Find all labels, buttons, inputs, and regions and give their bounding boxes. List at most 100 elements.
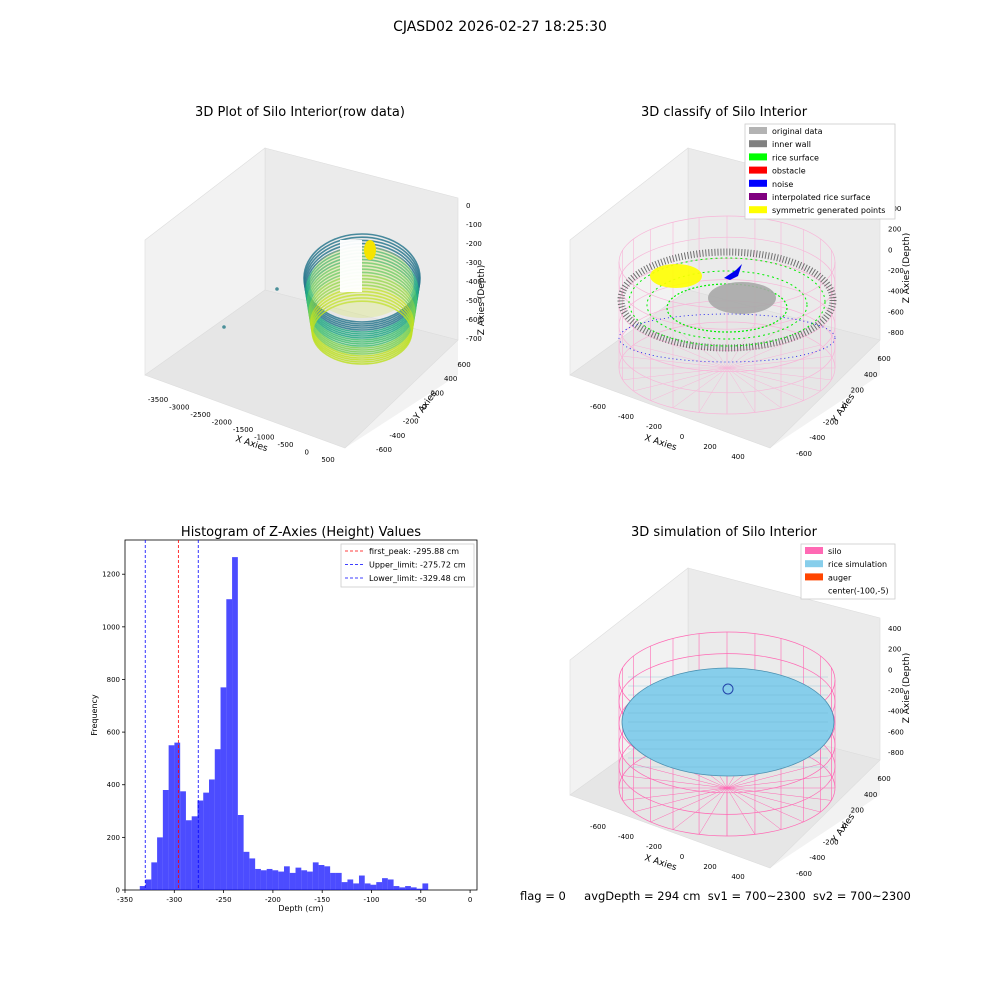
status-sv1: sv1 = 700~2300 [707, 889, 806, 903]
classify-silo-spoke [698, 323, 728, 369]
histogram-legend-frame [340, 543, 475, 588]
classify-x-ticks: -600 -400 -200 0 200 400 [590, 403, 745, 461]
classify-xlabel: X Axies [643, 433, 678, 453]
classify-legend-label: obstacle [772, 167, 806, 176]
histogram-bar [364, 883, 371, 890]
raw-depth-ring [311, 300, 413, 365]
classify-z-tick-label: -200 [888, 267, 904, 275]
raw-z-tick-label: 0 [466, 202, 470, 210]
histogram-bar [162, 790, 169, 890]
classify-rice-surface-ring [666, 283, 788, 333]
raw-z-tick-label: -500 [466, 297, 482, 305]
raw-x-ticks: -3500-3000-2500-2000-1500-1000 -500 0 500 [148, 396, 335, 464]
histogram-y-ticks: 0 200 400 600 800 1000 1200 [102, 571, 125, 895]
histogram-bar [226, 599, 233, 890]
raw-outlier-point [222, 325, 226, 329]
simulation-y-tick-label: -600 [796, 870, 812, 878]
histogram-x-ticks: -350 -300 -250 -200 -150 -100 -50 0 [117, 890, 472, 904]
classify-y-tick-label: 200 [851, 387, 864, 395]
histogram-bar [387, 879, 394, 890]
simulation-y-tick-label: -400 [809, 854, 825, 862]
histogram-bar [295, 867, 302, 890]
histogram-bar [214, 749, 221, 890]
classify-silo-spoke [726, 335, 804, 369]
histogram-bar [243, 851, 250, 890]
classify-silo-spoke [726, 367, 821, 392]
classify-x-tick-label: -400 [618, 413, 634, 421]
classify-x-tick-label: 400 [731, 453, 744, 461]
histogram-bar [197, 800, 204, 890]
simulation-z-tick-label: -400 [888, 708, 904, 716]
classify-silo-spoke [698, 367, 728, 413]
raw-x-tick-label: -1000 [254, 434, 274, 442]
simulation-x-ticks: -600 -400 -200 0 200 400 [590, 823, 745, 881]
simulation-auger [722, 683, 734, 695]
histogram-bar [203, 792, 210, 890]
simulation-z-tick-label: -200 [888, 687, 904, 695]
histogram-x-tick-label: -250 [216, 896, 232, 904]
status-line: flag = 0 avgDepth = 294 cm sv1 = 700~230… [520, 889, 911, 903]
simulation-silo-spoke [726, 787, 756, 835]
classify-silo-spoke [650, 335, 728, 369]
classify-legend-frame [744, 123, 896, 220]
histogram-bar [249, 858, 256, 890]
simulation-legend-label: silo [828, 547, 842, 556]
classify-rice-surface-ring [628, 257, 826, 347]
classify-silo-spoke [672, 327, 728, 369]
simulation-silo-spoke [698, 787, 728, 835]
histogram-bar [341, 882, 348, 890]
simulation-silo-spoke [650, 787, 728, 823]
classify-z-tick-label: -600 [888, 308, 904, 316]
histogram-bar [330, 872, 336, 890]
classify-silo-spoke [726, 367, 804, 401]
simulation-z-tick-label: 400 [888, 625, 901, 633]
raw-x-tick-label: -500 [278, 441, 294, 449]
panel-raw: 3D Plot of Silo Interior(row data) -3500… [144, 105, 487, 464]
raw-y-tick-label: 0 [422, 404, 426, 412]
histogram-bar [399, 887, 406, 890]
classify-rice-surface-ring [646, 270, 808, 340]
simulation-y-tick-label: -200 [823, 838, 839, 846]
histogram-bar [353, 883, 359, 890]
histogram-bar [272, 870, 279, 890]
simulation-z-tick-label: -600 [888, 728, 904, 736]
histogram-bar [358, 875, 365, 890]
panel-histogram: Histogram of Z-Axies (Height) Values -35… [90, 525, 478, 913]
status-avg-depth: avgDepth = 294 cm [584, 889, 701, 903]
raw-y-tick-label: -200 [403, 418, 419, 426]
simulation-silo-spoke [633, 763, 728, 789]
classify-silo-spoke [672, 367, 728, 409]
classify-silo-spoke [633, 344, 728, 369]
raw-highlight [364, 240, 376, 260]
simulation-silo-spoke [726, 763, 821, 789]
simulation-x-tick-label: 400 [731, 873, 744, 881]
classify-y-tick-label: -200 [823, 418, 839, 426]
histogram-bar [151, 862, 158, 890]
simulation-silo-spoke [726, 775, 832, 789]
histogram-bar [260, 870, 267, 890]
histogram-bar [405, 886, 411, 890]
classify-x-tick-label: -200 [646, 423, 662, 431]
classify-silo-spoke [622, 367, 728, 381]
histogram-title: Histogram of Z-Axies (Height) Values [181, 525, 421, 540]
simulation-rice-surface [621, 667, 835, 777]
histogram-y-tick-label: 1200 [102, 571, 120, 579]
raw-z-tick-label: -700 [466, 335, 482, 343]
classify-legend: original data inner wall rice surface obsta… [744, 123, 896, 220]
raw-x-tick-label: -1500 [233, 426, 253, 434]
raw-x-tick-label: -2500 [190, 411, 210, 419]
histogram-bar [255, 868, 261, 890]
histogram-bar [393, 886, 400, 890]
histogram-legend: first_peak: -295.88 cm Upper_limit: -275.… [340, 543, 475, 588]
classify-x-tick-label: -600 [590, 403, 606, 411]
simulation-legend-label: center(-100,-5) [828, 587, 889, 596]
panel-raw-title: 3D Plot of Silo Interior(row data) [195, 105, 405, 120]
classify-silo-spoke [726, 367, 782, 409]
status-flag: flag = 0 [520, 889, 566, 903]
histogram-bar [312, 862, 319, 890]
simulation-y-tick-label: 600 [877, 775, 890, 783]
simulation-x-tick-label: 0 [680, 853, 684, 861]
simulation-x-tick-label: -200 [646, 843, 662, 851]
